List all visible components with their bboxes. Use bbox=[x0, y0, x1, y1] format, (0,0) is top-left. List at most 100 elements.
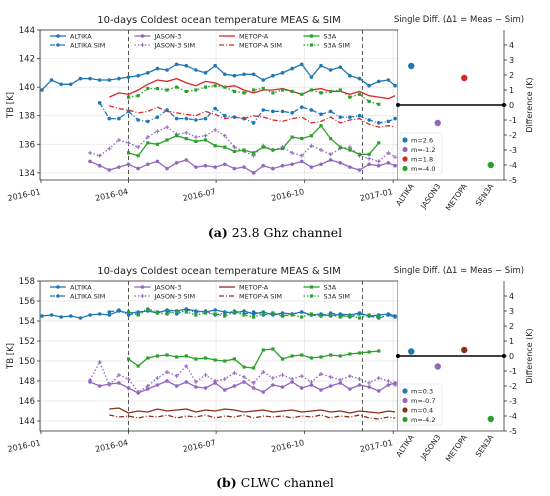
panel-b-data-point bbox=[223, 359, 227, 363]
panel-b-data-point bbox=[299, 374, 304, 378]
panel-a-data-point bbox=[97, 163, 102, 168]
panel-b-data-point bbox=[175, 355, 179, 359]
panel-a-series-line bbox=[128, 85, 379, 105]
panel-a-data-point bbox=[184, 89, 188, 94]
panel-a-data-point bbox=[299, 159, 304, 164]
panel-b-legend-label: METOP-A SIM bbox=[239, 293, 282, 301]
panel-a-scatter-legend-label: m=2.6 bbox=[411, 137, 433, 145]
panel-a-scatter-chart: Single Diff. (Δ1 = Meas − Sim) -5 -4 -3 -2 -1… bbox=[394, 15, 534, 212]
panel-a-data-point bbox=[126, 95, 131, 99]
panel-b-scatter-title: Single Diff. (Δ1 = Meas − Sim) bbox=[394, 266, 524, 276]
panel-a-data-point bbox=[155, 86, 160, 91]
panel-b-legend-label: S3A bbox=[324, 284, 337, 292]
panel-b-data-point bbox=[155, 354, 160, 358]
panel-a-ytick-label: 136 bbox=[19, 140, 35, 150]
panel-a-data-point bbox=[252, 151, 256, 155]
panel-b-data-point bbox=[165, 312, 169, 316]
panel-b-data-point bbox=[194, 313, 198, 317]
panel-b-scatter-legend-swatch bbox=[402, 388, 408, 394]
panel-b-data-point bbox=[203, 386, 208, 390]
panel-b-data-point bbox=[165, 309, 169, 313]
panel-b-data-point bbox=[393, 383, 398, 387]
panel-a-data-point bbox=[78, 76, 83, 81]
panel-b-data-point bbox=[290, 313, 294, 317]
panel-a-legend-marker bbox=[309, 43, 314, 47]
panel-a-data-point bbox=[376, 163, 381, 168]
panel-b-data-point bbox=[309, 356, 313, 360]
panel-b-scatter-legend-label: m=0.4 bbox=[411, 407, 433, 415]
panel-b-data-point bbox=[386, 383, 391, 387]
panel-b-xtick-label: 2016-01 bbox=[7, 438, 42, 454]
panel-a-legend-marker bbox=[56, 43, 60, 47]
panel-a-data-point bbox=[88, 150, 93, 155]
panel-a-legend-marker bbox=[140, 34, 145, 38]
panel-b-data-point bbox=[213, 308, 217, 312]
panel-b-ytick-label: 154 bbox=[19, 317, 35, 327]
panel-a-data-point bbox=[357, 168, 362, 172]
caption-b-text: CLWC channel bbox=[240, 475, 334, 490]
panel-a-data-point bbox=[367, 152, 371, 156]
panel-a-data-point bbox=[213, 63, 217, 68]
panel-a-diff-point bbox=[461, 74, 468, 82]
panel-b-scatter-legend-box bbox=[399, 383, 443, 426]
caption-b-label: (b) bbox=[216, 475, 237, 490]
panel-b-data-point bbox=[386, 379, 391, 383]
panel-a-scatter-ytick-label: -5 bbox=[509, 176, 517, 185]
panel-b-data-point bbox=[271, 383, 275, 387]
panel-b-data-point bbox=[251, 381, 256, 385]
panel-b-legend-label: METOP-A bbox=[239, 284, 269, 292]
panel-a-data-point bbox=[261, 145, 265, 149]
panel-a-data-point bbox=[194, 88, 198, 92]
panel-a-data-point bbox=[194, 139, 198, 144]
panel-b-legend-marker bbox=[56, 294, 60, 298]
panel-a-data-point bbox=[223, 85, 227, 89]
panel-a-data-point bbox=[136, 166, 140, 171]
panel-b-data-point bbox=[88, 313, 92, 317]
panel-a-ytick-label: 138 bbox=[19, 112, 35, 122]
panel-b-data-point bbox=[155, 376, 160, 380]
panel-a-scatter-ytick-label: 4 bbox=[509, 41, 514, 50]
panel-b-data-point bbox=[319, 372, 324, 376]
panel-b-data-point bbox=[242, 375, 247, 379]
panel-a-series-7 bbox=[126, 84, 381, 106]
panel-a-scatter-legend-label: m=-1.2 bbox=[411, 146, 435, 154]
panel-b-data-point bbox=[367, 385, 371, 389]
panel-a-line-chart: 134 136 138 140 142 144 2016-01 2016-04 2016-07 2… bbox=[6, 15, 399, 203]
panel-b-data-point bbox=[338, 354, 342, 358]
panel-a-data-point bbox=[203, 85, 208, 89]
panel-a-data-point bbox=[300, 136, 304, 141]
panel-b-data-point bbox=[146, 308, 150, 312]
panel-a-data-point bbox=[309, 165, 314, 169]
panel-a-data-point bbox=[222, 72, 227, 77]
panel-b-data-point bbox=[126, 386, 131, 390]
panel-a-data-point bbox=[348, 148, 352, 152]
panel-a-scatter-legend-label: m=-4.0 bbox=[411, 165, 435, 173]
panel-b-data-point bbox=[126, 377, 131, 381]
panel-a-data-point bbox=[213, 84, 217, 88]
panel-b-data-point bbox=[328, 375, 333, 379]
panel-a-data-point bbox=[280, 163, 285, 168]
panel-a-data-point bbox=[203, 163, 208, 168]
panel-b-data-point bbox=[242, 380, 246, 384]
panel-a-ylabel: TB [K] bbox=[6, 92, 16, 119]
panel-b-scatter-legend-swatch bbox=[402, 407, 408, 413]
panel-a-scatter-ytick-label: -3 bbox=[509, 146, 517, 155]
panel-a-data-point bbox=[319, 124, 323, 128]
panel-a-ytick-label: 142 bbox=[19, 55, 35, 65]
panel-a-data-point bbox=[271, 148, 275, 152]
panel-a-series-1 bbox=[97, 101, 397, 125]
panel-b-data-point bbox=[357, 312, 362, 316]
panel-a-data-point bbox=[155, 142, 160, 146]
panel-a-data-point bbox=[251, 171, 256, 175]
panel-a-xtick-label: 2017-01 bbox=[359, 187, 394, 203]
panel-a-scatter-ytick-label: -2 bbox=[509, 131, 517, 140]
panel-b-data-point bbox=[223, 314, 227, 318]
panel-a-data-point bbox=[280, 88, 285, 92]
panel-b-data-point bbox=[174, 312, 179, 316]
panel-a-data-point bbox=[184, 130, 189, 135]
panel-b-data-point bbox=[261, 370, 266, 374]
panel-a-data-point bbox=[329, 136, 333, 141]
panel-b-data-point bbox=[290, 380, 294, 384]
panel-b-data-point bbox=[203, 373, 208, 377]
